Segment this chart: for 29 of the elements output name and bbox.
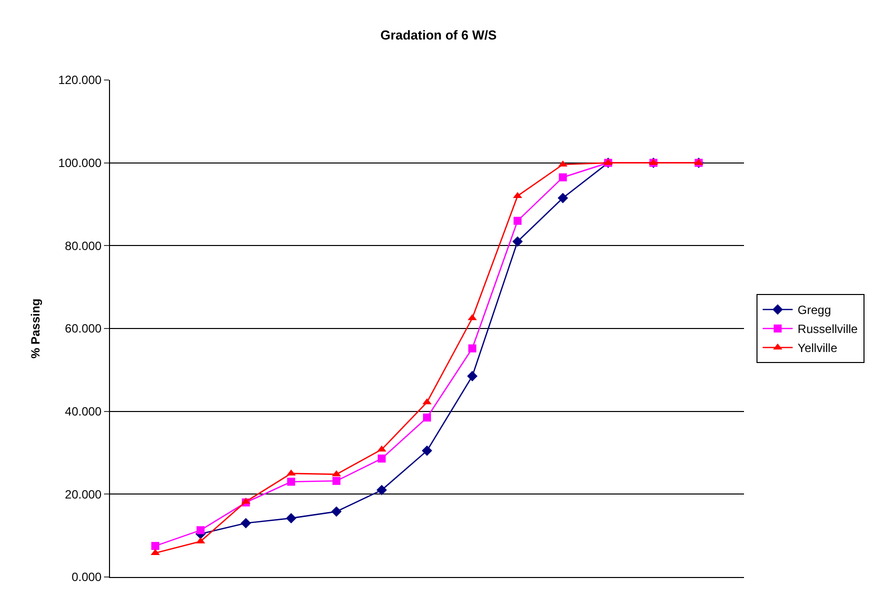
point [378,454,386,463]
point [332,476,340,485]
point [514,216,522,225]
y-tick-label: 20.000 [64,487,102,502]
y-tick-label: 60.000 [64,322,102,336]
point [558,192,568,204]
legend-label: Russellville [798,322,858,336]
legend-label: Gregg [798,303,832,318]
legend-label: Yellville [798,341,838,356]
y-tick-label: 0.000 [72,570,102,584]
point [423,414,431,422]
point [151,542,160,550]
point [196,526,205,534]
point [240,518,252,528]
point [467,370,478,382]
chart-title: Gradation of 6 W/S [380,27,497,42]
point [287,478,296,486]
point [422,445,432,456]
point [286,512,296,524]
y-tick-label: 40.000 [64,404,102,419]
y-tick-label: 100.000 [58,156,102,170]
y-tick-label: 80.000 [64,238,102,253]
point [376,484,387,496]
point [512,236,523,247]
point [331,506,342,517]
point [468,344,476,352]
y-tick-label: 120.000 [58,73,102,88]
y-axis-title: % Passing [28,298,43,359]
point [558,173,567,182]
